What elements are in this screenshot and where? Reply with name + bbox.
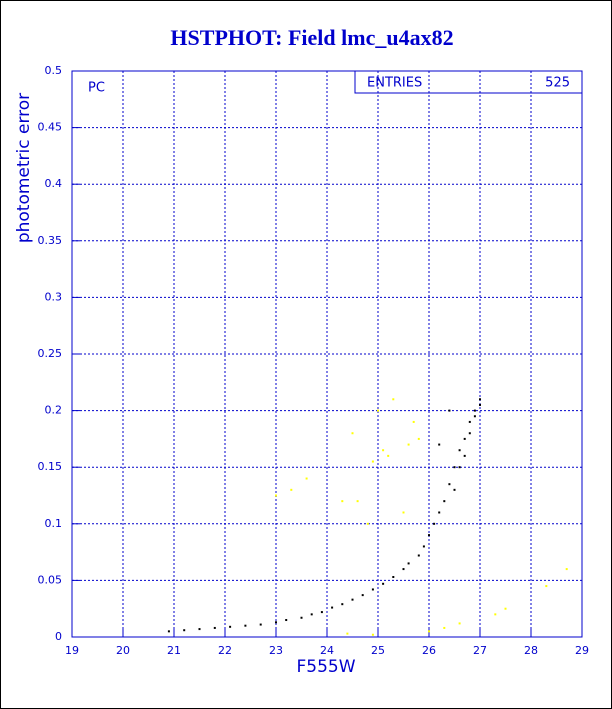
point xyxy=(438,511,441,514)
point xyxy=(377,409,379,412)
point xyxy=(392,576,395,579)
y-tick-label: 0.45 xyxy=(38,121,63,134)
point xyxy=(305,477,308,480)
point xyxy=(412,420,415,423)
point xyxy=(290,488,293,491)
point xyxy=(468,432,471,435)
x-tick-label: 22 xyxy=(218,644,232,657)
point xyxy=(407,562,410,565)
point xyxy=(371,460,374,463)
point xyxy=(351,598,354,601)
point xyxy=(346,632,349,635)
point xyxy=(473,415,476,418)
annotation: PC xyxy=(88,81,105,96)
point xyxy=(351,432,354,435)
point xyxy=(382,582,385,585)
point xyxy=(356,500,359,503)
point xyxy=(565,568,568,571)
point xyxy=(453,488,456,491)
point xyxy=(443,500,446,503)
point xyxy=(387,454,390,457)
point xyxy=(458,449,461,452)
point xyxy=(275,494,277,497)
point xyxy=(545,585,548,588)
point xyxy=(458,622,461,625)
y-tick-label: 0 xyxy=(55,630,62,643)
point xyxy=(371,588,374,591)
point xyxy=(331,606,334,609)
point xyxy=(417,437,420,440)
x-tick-label: 28 xyxy=(524,644,538,657)
point xyxy=(448,409,451,412)
point xyxy=(453,466,456,469)
y-axis-label: photometric error xyxy=(14,93,34,243)
point xyxy=(428,630,430,633)
point xyxy=(341,603,344,606)
x-tick-label: 21 xyxy=(167,644,181,657)
x-tick-label: 19 xyxy=(65,644,79,657)
entries-value: 525 xyxy=(545,76,570,91)
point xyxy=(167,630,170,633)
point xyxy=(229,625,232,628)
point xyxy=(392,398,395,401)
point xyxy=(433,522,436,525)
point xyxy=(244,624,247,627)
point xyxy=(213,626,216,629)
point xyxy=(341,500,344,503)
point xyxy=(382,449,385,452)
point xyxy=(479,398,481,401)
y-tick-label: 0.5 xyxy=(45,64,63,77)
y-tick-label: 0.4 xyxy=(45,177,63,190)
y-tick-label: 0.2 xyxy=(45,404,63,417)
point xyxy=(275,621,277,624)
point xyxy=(361,594,364,597)
point xyxy=(463,437,466,440)
x-tick-label: 23 xyxy=(269,644,283,657)
x-tick-label: 27 xyxy=(473,644,487,657)
point xyxy=(417,554,420,557)
y-tick-label: 0.35 xyxy=(38,234,63,247)
x-tick-label: 29 xyxy=(575,644,589,657)
y-tick-label: 0.25 xyxy=(38,347,63,360)
x-tick-label: 24 xyxy=(320,644,334,657)
point xyxy=(428,534,430,537)
y-tick-label: 0.1 xyxy=(45,517,63,530)
plot-frame xyxy=(71,70,583,638)
point xyxy=(402,511,405,514)
point xyxy=(285,619,288,622)
point xyxy=(438,443,441,446)
y-tick-label: 0.15 xyxy=(38,460,63,473)
point xyxy=(494,613,497,616)
point xyxy=(463,454,466,457)
point xyxy=(473,409,476,412)
point xyxy=(183,629,186,632)
point xyxy=(422,545,425,548)
point xyxy=(443,626,446,629)
point xyxy=(259,623,262,626)
point xyxy=(198,628,201,631)
point xyxy=(458,466,461,469)
x-tick-label: 25 xyxy=(371,644,385,657)
y-tick-label: 0.3 xyxy=(45,290,63,303)
x-axis-label: F555W xyxy=(296,657,355,677)
point xyxy=(448,483,451,486)
point xyxy=(402,568,405,571)
chart-title: HSTPHOT: Field lmc_u4ax82 xyxy=(170,25,453,50)
point xyxy=(300,616,303,619)
point xyxy=(407,443,410,446)
point xyxy=(371,633,374,636)
point xyxy=(366,522,369,525)
point xyxy=(320,611,323,614)
point xyxy=(504,607,507,610)
point xyxy=(310,613,313,616)
x-tick-label: 20 xyxy=(116,644,130,657)
point xyxy=(479,403,481,406)
x-tick-label: 26 xyxy=(422,644,436,657)
entries-label: ENTRIES xyxy=(367,76,422,91)
y-tick-label: 0.05 xyxy=(38,573,63,586)
point xyxy=(468,420,471,423)
